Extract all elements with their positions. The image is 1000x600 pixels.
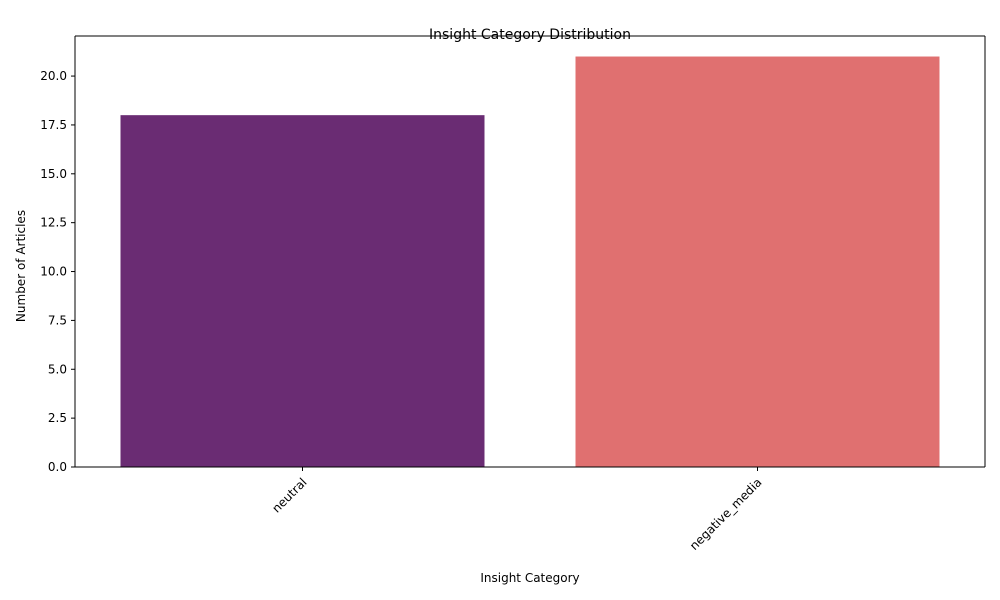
y-tick-label: 20.0 bbox=[40, 69, 67, 83]
bar-neutral bbox=[120, 115, 485, 467]
y-tick-label: 7.5 bbox=[48, 313, 67, 327]
x-axis-label: Insight Category bbox=[480, 571, 579, 585]
x-axis-ticks: neutral negative_media bbox=[269, 467, 765, 553]
x-tick-label: negative_media bbox=[687, 475, 765, 553]
y-tick-label: 17.5 bbox=[40, 118, 67, 132]
x-tick-label: neutral bbox=[269, 475, 309, 515]
y-tick-label: 10.0 bbox=[40, 265, 67, 279]
y-tick-label: 2.5 bbox=[48, 411, 67, 425]
y-tick-label: 12.5 bbox=[40, 216, 67, 230]
y-tick-label: 5.0 bbox=[48, 362, 67, 376]
y-tick-label: 0.0 bbox=[48, 460, 67, 474]
y-tick-label: 15.0 bbox=[40, 167, 67, 181]
y-axis-label: Number of Articles bbox=[14, 210, 28, 322]
bars-group bbox=[120, 56, 940, 468]
chart-title: Insight Category Distribution bbox=[429, 27, 631, 43]
bar-negative_media bbox=[575, 56, 940, 468]
y-axis-ticks: 0.0 2.5 5.0 7.5 10.0 12.5 15.0 17.5 20.0 bbox=[40, 69, 75, 474]
